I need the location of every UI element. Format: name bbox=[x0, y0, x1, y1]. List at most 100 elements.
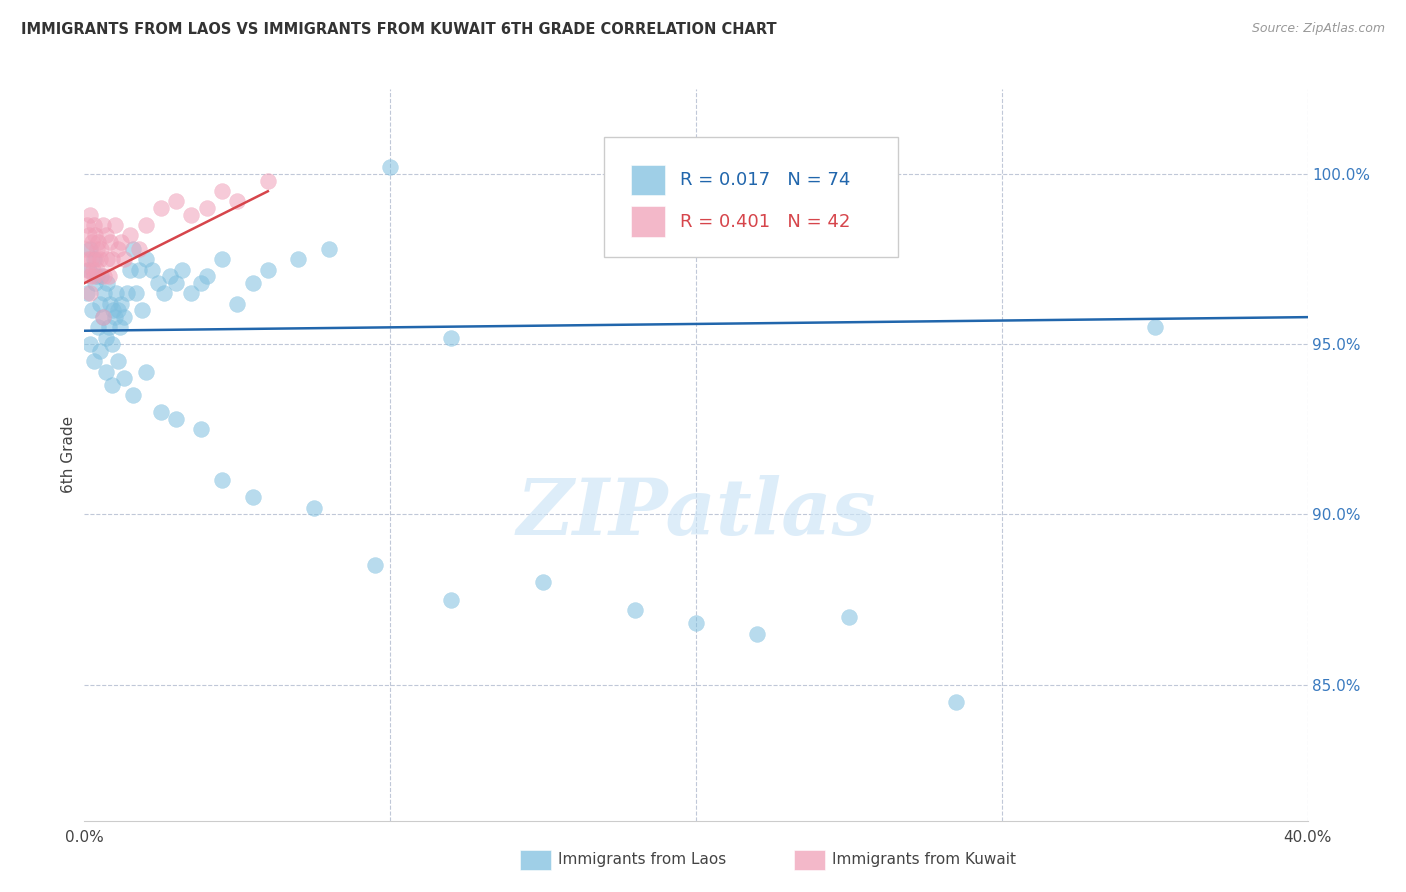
Point bbox=[86, 269, 108, 284]
Point bbox=[531, 575, 554, 590]
Point bbox=[76, 262, 98, 277]
FancyBboxPatch shape bbox=[631, 164, 665, 195]
Point bbox=[82, 262, 104, 277]
Point bbox=[838, 609, 860, 624]
Point bbox=[190, 422, 212, 436]
Point bbox=[94, 365, 117, 379]
Point bbox=[1143, 320, 1166, 334]
Point bbox=[287, 252, 309, 267]
Y-axis label: 6th Grade: 6th Grade bbox=[60, 417, 76, 493]
Point bbox=[87, 235, 110, 250]
Point bbox=[146, 276, 169, 290]
Point bbox=[440, 592, 463, 607]
Point bbox=[318, 242, 340, 256]
Text: Immigrants from Kuwait: Immigrants from Kuwait bbox=[832, 853, 1017, 867]
Point bbox=[128, 262, 150, 277]
Point bbox=[103, 303, 125, 318]
Point bbox=[195, 269, 218, 284]
Point bbox=[91, 219, 114, 233]
Point bbox=[122, 242, 145, 256]
Point bbox=[149, 405, 172, 419]
Point bbox=[89, 344, 111, 359]
Point bbox=[90, 242, 112, 256]
Point bbox=[79, 286, 101, 301]
Point bbox=[77, 262, 100, 277]
Text: R = 0.401   N = 42: R = 0.401 N = 42 bbox=[681, 212, 851, 231]
Point bbox=[94, 228, 117, 243]
Point bbox=[76, 286, 98, 301]
Point bbox=[80, 252, 103, 267]
Point bbox=[101, 252, 124, 267]
Point bbox=[96, 276, 118, 290]
Point bbox=[302, 500, 325, 515]
Point bbox=[77, 252, 100, 267]
Point bbox=[97, 269, 120, 284]
Point bbox=[257, 262, 280, 277]
Point bbox=[211, 252, 233, 267]
Point bbox=[105, 286, 128, 301]
Point bbox=[242, 276, 264, 290]
Point bbox=[159, 269, 181, 284]
Point bbox=[79, 208, 101, 222]
Point bbox=[112, 310, 135, 325]
Point bbox=[211, 184, 233, 198]
Point bbox=[84, 228, 107, 243]
Point bbox=[685, 616, 707, 631]
Point bbox=[364, 558, 387, 573]
FancyBboxPatch shape bbox=[631, 206, 665, 237]
FancyBboxPatch shape bbox=[605, 136, 898, 258]
Point bbox=[242, 491, 264, 505]
Text: Immigrants from Laos: Immigrants from Laos bbox=[558, 853, 727, 867]
Point bbox=[149, 201, 172, 215]
Point bbox=[87, 320, 110, 334]
Point bbox=[153, 286, 176, 301]
Point bbox=[624, 603, 647, 617]
Point bbox=[165, 276, 187, 290]
Point bbox=[226, 194, 249, 209]
Point bbox=[128, 242, 150, 256]
Point bbox=[93, 286, 115, 301]
Point bbox=[945, 695, 967, 709]
Text: R = 0.017   N = 74: R = 0.017 N = 74 bbox=[681, 171, 851, 189]
Point bbox=[76, 219, 98, 233]
Point bbox=[89, 296, 111, 310]
Point bbox=[112, 371, 135, 385]
Point bbox=[96, 252, 118, 267]
Point bbox=[84, 276, 107, 290]
Point bbox=[747, 626, 769, 640]
Point bbox=[180, 286, 202, 301]
Point bbox=[141, 262, 163, 277]
Point bbox=[97, 320, 120, 334]
Point bbox=[211, 474, 233, 488]
Point bbox=[190, 276, 212, 290]
Point bbox=[101, 378, 124, 392]
Point bbox=[90, 269, 112, 284]
Point bbox=[440, 330, 463, 344]
Point bbox=[120, 228, 142, 243]
Point bbox=[83, 219, 105, 233]
Point bbox=[110, 235, 132, 250]
Point bbox=[165, 412, 187, 426]
Point bbox=[122, 388, 145, 402]
Point bbox=[112, 252, 135, 267]
Point bbox=[165, 194, 187, 209]
Point bbox=[79, 242, 101, 256]
Point bbox=[94, 330, 117, 344]
Point bbox=[195, 201, 218, 215]
Point bbox=[104, 310, 127, 325]
Point bbox=[226, 296, 249, 310]
Point bbox=[89, 252, 111, 267]
Point bbox=[257, 174, 280, 188]
Point bbox=[135, 365, 157, 379]
Point bbox=[98, 235, 121, 250]
Text: ZIPatlas: ZIPatlas bbox=[516, 475, 876, 551]
Point bbox=[83, 354, 105, 368]
Point bbox=[93, 269, 115, 284]
Point bbox=[83, 269, 105, 284]
Point bbox=[83, 252, 105, 267]
Point bbox=[101, 337, 124, 351]
Point bbox=[91, 310, 114, 325]
Point bbox=[107, 303, 129, 318]
Point bbox=[135, 252, 157, 267]
Point bbox=[75, 242, 97, 256]
